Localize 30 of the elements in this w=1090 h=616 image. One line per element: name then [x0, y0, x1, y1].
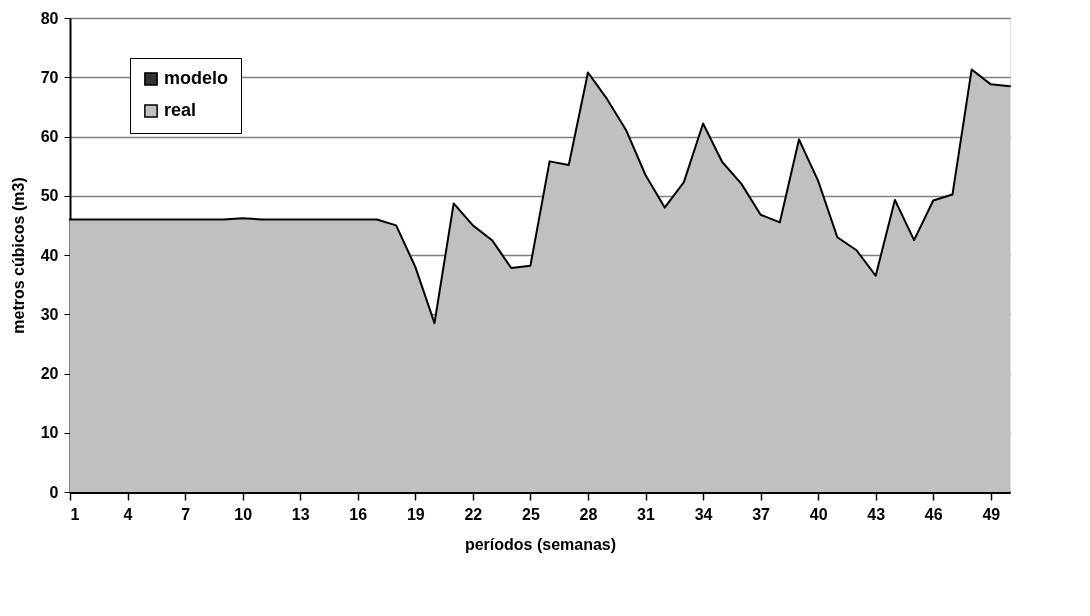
y-tick-label: 10: [40, 424, 59, 442]
x-tick-label: 37: [752, 505, 771, 523]
x-tick-label: 7: [181, 505, 191, 523]
x-tick-label: 34: [694, 505, 713, 523]
x-tick-label: 28: [579, 505, 598, 523]
y-tick-label: 0: [49, 483, 59, 501]
x-axis-title: períodos (semanas): [464, 535, 617, 553]
x-tick-label: 4: [123, 505, 133, 523]
x-tick-label: 46: [924, 505, 943, 523]
y-tick-label: 50: [40, 187, 59, 205]
x-tick-label: 1: [70, 505, 80, 523]
x-tick-label: 10: [234, 505, 253, 523]
x-tick-label: 16: [349, 505, 368, 523]
y-axis-title: metros cúbicos (m3): [9, 177, 27, 334]
y-tick-label: 20: [40, 365, 59, 382]
y-tick-label: 30: [40, 305, 59, 323]
x-tick-label: 43: [867, 505, 886, 523]
y-tick-label: 70: [40, 68, 59, 86]
x-tick-label: 22: [464, 505, 483, 523]
x-tick-label: 19: [406, 505, 425, 523]
legend-label: modelo: [164, 68, 229, 88]
y-tick-label: 40: [40, 246, 59, 264]
x-tick-label: 40: [809, 505, 828, 523]
x-tick-label: 31: [637, 505, 656, 523]
legend-label: real: [164, 100, 197, 120]
y-tick-label: 80: [40, 9, 59, 27]
x-tick-label: 49: [982, 505, 1001, 523]
x-tick-label: 13: [291, 505, 310, 523]
y-tick-label: 60: [40, 128, 59, 145]
x-tick-label: 25: [522, 505, 540, 523]
